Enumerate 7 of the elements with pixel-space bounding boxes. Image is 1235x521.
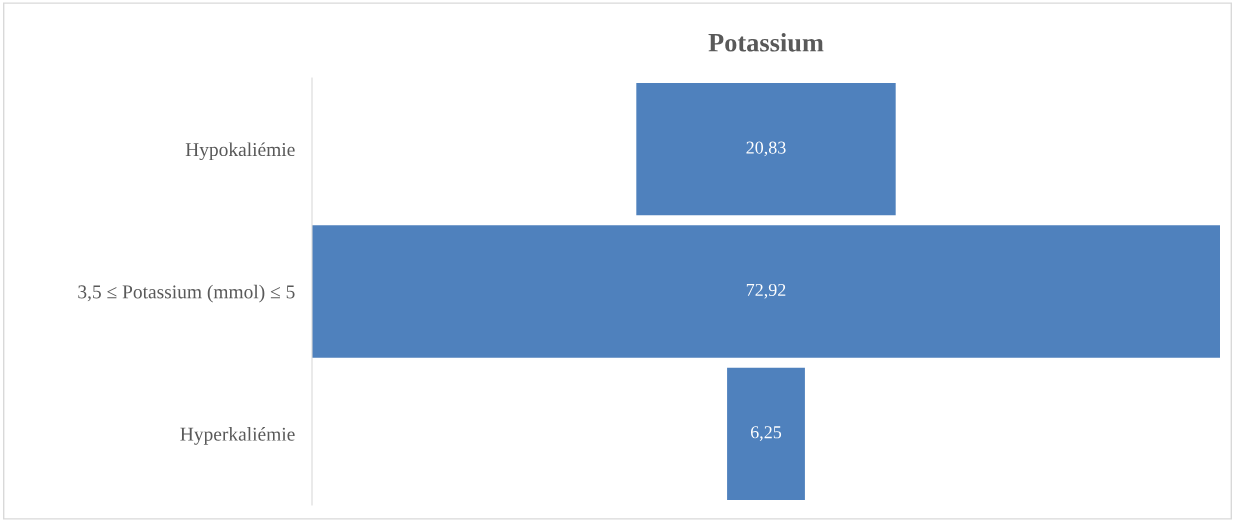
category-label: 3,5 ≤ Potassium (mmol) ≤ 5 [78,284,295,303]
data-label: 20,83 [746,141,786,157]
text: Potassium [708,33,824,52]
category-label: Hypokaliémie [185,142,295,161]
data-label: 72,92 [746,283,786,299]
category-label: Hyperkaliémie [180,427,295,445]
data-label: 6,25 [750,426,782,441]
